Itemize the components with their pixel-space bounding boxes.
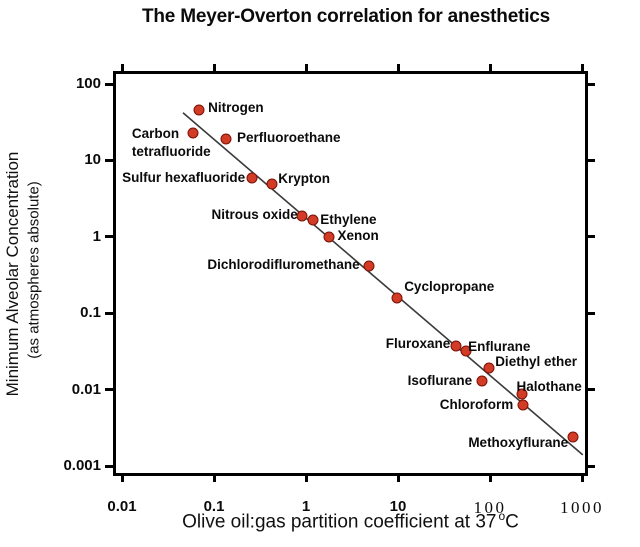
y-tick-right [586, 82, 595, 86]
y-tick-left [105, 82, 114, 86]
point-label-diethyl-ether: Diethyl ether [495, 354, 577, 370]
x-tick-top [304, 64, 308, 72]
x-tick-top [396, 64, 400, 72]
point-cyclopropane [391, 292, 403, 304]
y-tick-label: 0.001 [63, 457, 101, 474]
x-tick-label: 1000 [560, 498, 604, 517]
point-label-halothane: Halothane [516, 378, 582, 394]
y-tick-label: 0.01 [71, 380, 101, 398]
y-tick-right [586, 235, 595, 239]
y-tick-label: 0.1 [80, 304, 101, 322]
point-label-cyclopropane: Cyclopropane [404, 278, 495, 294]
point-label-enflurane: Enflurane [468, 338, 531, 354]
x-tick-bottom [580, 474, 584, 482]
point-dichlorodifluromethane [363, 260, 375, 272]
y-tick-left [105, 158, 114, 162]
point-label-xenon: Xenon [337, 228, 379, 244]
x-tick-label: 0.01 [107, 498, 137, 515]
point-enflurane [460, 345, 472, 357]
point-diethyl-ether [483, 362, 495, 374]
point-label-chloroform: Chloroform [439, 396, 514, 412]
point-label-isoflurane: Isoflurane [407, 372, 473, 388]
point-chloroform [517, 399, 529, 411]
y-tick-left [105, 235, 114, 239]
x-tick-bottom [304, 474, 308, 482]
y-tick-left [105, 311, 114, 315]
x-axis-title: Olive oil:gas partition coefficient at 3… [113, 509, 588, 533]
y-tick-right [586, 388, 595, 392]
x-tick-top [580, 64, 584, 72]
y-tick-left [105, 388, 114, 392]
point-perfluoroethane [220, 133, 232, 145]
point-label-sulfur-hexafluoride: Sulfur hexafluoride [122, 169, 246, 185]
point-halothane [516, 388, 527, 400]
point-label-ethylene: Ethylene [320, 212, 377, 228]
x-tick-top [488, 64, 492, 72]
point-sulfur-hexafluoride [246, 172, 258, 184]
x-tick-top [120, 64, 124, 72]
x-tick-top [212, 64, 216, 72]
x-tick-bottom [120, 474, 124, 482]
y-tick-label: 1 [92, 227, 101, 245]
point-label-fluroxane: Fluroxane [385, 336, 451, 352]
x-tick-bottom [212, 474, 216, 482]
x-tick-bottom [396, 474, 400, 482]
point-label-nitrous-oxide: Nitrous oxide [211, 206, 298, 222]
point-nitrogen [193, 104, 205, 116]
point-label-nitrogen: Nitrogen [208, 99, 264, 115]
x-tick-label: 100 [473, 498, 507, 517]
degree-symbol: o [498, 509, 506, 523]
point-isoflurane [476, 375, 488, 387]
point-nitrous-oxide [296, 210, 308, 221]
y-tick-left [105, 464, 114, 468]
y-tick-right [586, 158, 595, 162]
x-tick-label: 10 [389, 498, 407, 515]
x-axis-title-unit: C [505, 511, 519, 533]
x-axis-title-text: Olive oil:gas partition coefficient at 3… [182, 511, 497, 533]
point-label-methoxyflurane: Methoxyflurane [468, 434, 569, 450]
point-ethylene [307, 214, 319, 226]
y-tick-right [586, 464, 595, 468]
point-methoxyflurane [567, 431, 579, 443]
x-tick-label: 1 [301, 498, 311, 515]
y-tick-right [586, 311, 595, 315]
x-tick-label: 0.1 [203, 498, 225, 515]
point-label-perfluoroethane: Perfluoroethane [236, 129, 341, 145]
chart-title: The Meyer-Overton correlation for anesth… [141, 6, 551, 27]
y-tick-label: 10 [84, 151, 101, 169]
x-tick-bottom [488, 474, 492, 482]
plot-frame [113, 71, 588, 476]
point-krypton [266, 178, 278, 190]
trend-line [182, 112, 584, 456]
point-label-carbon-tetrafluoride: Carbon tetrafluoride [131, 125, 211, 159]
y-tick-label: 100 [75, 75, 101, 92]
point-carbon-tetrafluoride [187, 127, 199, 139]
point-label-dichlorodifluromethane: Dichlorodifluromethane [207, 256, 360, 272]
point-label-krypton: Krypton [278, 170, 331, 186]
point-xenon [323, 231, 335, 243]
